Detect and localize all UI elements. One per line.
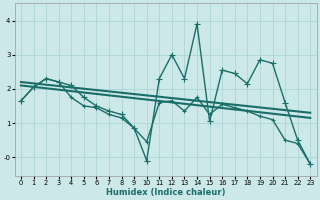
X-axis label: Humidex (Indice chaleur): Humidex (Indice chaleur) xyxy=(106,188,225,197)
